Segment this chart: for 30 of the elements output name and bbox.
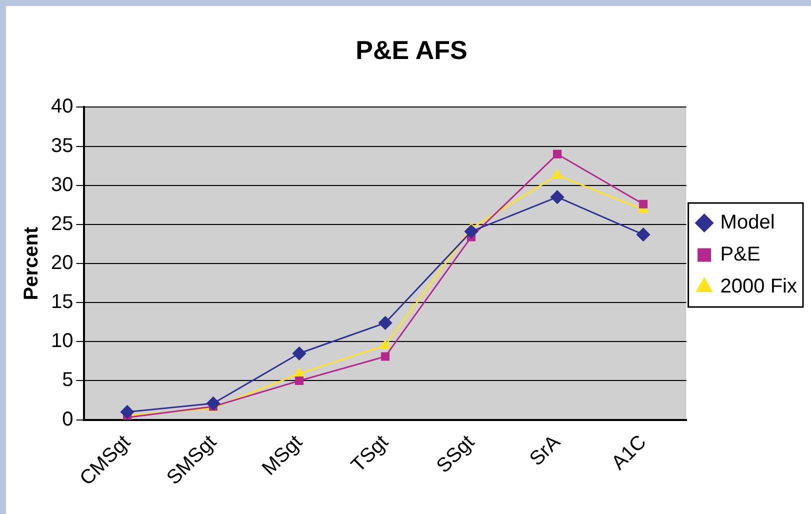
y-tick-label: 15: [50, 291, 74, 314]
y-tick-label: 40: [50, 96, 74, 118]
y-tick-label: 35: [50, 134, 74, 157]
chart-title: P&E AFS: [356, 34, 468, 65]
point: [380, 340, 390, 349]
y-tick-label: 10: [50, 330, 74, 352]
point: [464, 224, 478, 238]
y-tick-label: 20: [50, 252, 74, 274]
point: [552, 169, 562, 178]
y-tick-label: 5: [62, 369, 74, 392]
legend-label: Model: [720, 212, 775, 234]
legend-label: P&E: [720, 244, 760, 266]
point: [639, 200, 648, 208]
point: [292, 346, 306, 360]
point: [294, 368, 304, 377]
x-tick-label: SrA: [526, 430, 566, 470]
y-tick-label: 0: [62, 408, 74, 430]
y-tick-label: 25: [50, 212, 74, 235]
point: [636, 228, 650, 242]
x-tick-label: TSgt: [347, 430, 394, 477]
point: [378, 316, 392, 330]
point: [550, 190, 564, 204]
point: [120, 405, 134, 419]
y-axis-title: Percent: [20, 226, 43, 300]
point: [294, 376, 304, 386]
legend-label: 2000 Fix: [720, 276, 798, 298]
y-tick-label: 30: [50, 174, 74, 196]
point: [206, 396, 220, 410]
point: [380, 352, 390, 361]
point: [552, 150, 562, 158]
